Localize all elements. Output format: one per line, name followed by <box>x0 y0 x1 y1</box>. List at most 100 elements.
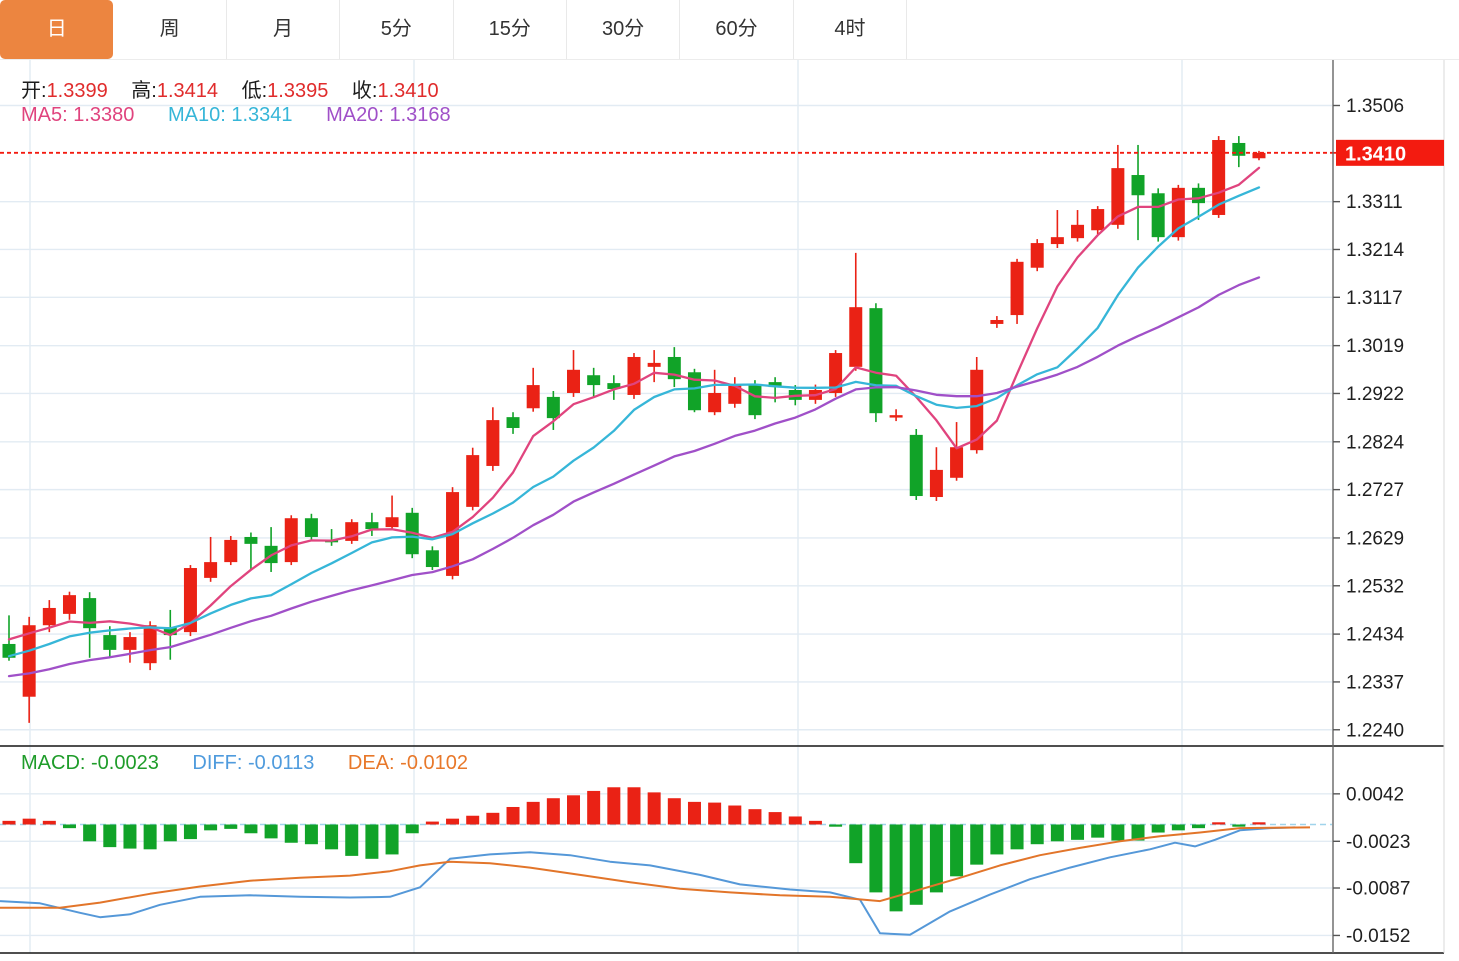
macd-histogram-bar[interactable] <box>788 816 802 825</box>
candle-body[interactable] <box>607 383 621 390</box>
macd-histogram-bar[interactable] <box>1050 824 1064 842</box>
macd-histogram-bar[interactable] <box>1191 824 1205 829</box>
macd-histogram-bar[interactable] <box>506 806 520 825</box>
macd-histogram-bar[interactable] <box>325 824 339 850</box>
macd-histogram-bar[interactable] <box>849 824 863 864</box>
macd-histogram-bar[interactable] <box>829 824 843 827</box>
candle-body[interactable] <box>284 518 298 563</box>
macd-histogram-bar[interactable] <box>2 820 16 825</box>
macd-histogram-bar[interactable] <box>204 824 218 831</box>
candle-body[interactable] <box>687 372 701 411</box>
candle-body[interactable] <box>123 637 137 650</box>
candle-body[interactable] <box>425 550 439 568</box>
macd-histogram-bar[interactable] <box>546 798 560 825</box>
macd-histogram-bar[interactable] <box>103 824 117 848</box>
candle-body[interactable] <box>244 536 258 544</box>
macd-histogram-bar[interactable] <box>808 820 822 825</box>
macd-histogram-bar[interactable] <box>425 821 439 825</box>
candle-body[interactable] <box>42 607 56 626</box>
tab-周[interactable]: 周 <box>113 0 227 59</box>
macd-histogram-bar[interactable] <box>365 824 379 859</box>
candle-body[interactable] <box>304 518 318 537</box>
candle-body[interactable] <box>587 375 601 386</box>
macd-histogram-bar[interactable] <box>183 824 197 840</box>
candle-body[interactable] <box>909 434 923 497</box>
macd-histogram-bar[interactable] <box>990 824 1004 855</box>
candle-body[interactable] <box>506 417 520 428</box>
candle-body[interactable] <box>1071 224 1085 239</box>
tab-5分[interactable]: 5分 <box>340 0 454 59</box>
candle-body[interactable] <box>486 420 500 466</box>
candle-body[interactable] <box>889 415 903 418</box>
macd-histogram-bar[interactable] <box>970 824 984 865</box>
macd-histogram-bar[interactable] <box>1010 824 1024 850</box>
macd-histogram-bar[interactable] <box>83 824 97 842</box>
macd-histogram-bar[interactable] <box>627 787 641 825</box>
candle-body[interactable] <box>546 396 560 419</box>
candle-body[interactable] <box>929 469 943 498</box>
candle-body[interactable] <box>748 385 762 416</box>
candle-body[interactable] <box>143 625 157 664</box>
candle-body[interactable] <box>567 369 581 393</box>
macd-histogram-bar[interactable] <box>486 812 500 825</box>
candle-body[interactable] <box>204 562 218 578</box>
candle-body[interactable] <box>1131 175 1145 196</box>
macd-histogram-bar[interactable] <box>1030 824 1044 845</box>
macd-histogram-bar[interactable] <box>667 798 681 825</box>
macd-histogram-bar[interactable] <box>1171 824 1185 831</box>
macd-histogram-bar[interactable] <box>929 824 943 893</box>
macd-histogram-bar[interactable] <box>264 824 278 839</box>
macd-histogram-bar[interactable] <box>768 812 782 825</box>
macd-histogram-bar[interactable] <box>567 795 581 825</box>
candle-body[interactable] <box>768 382 782 388</box>
candle-body[interactable] <box>385 517 399 528</box>
candle-body[interactable] <box>1091 209 1105 231</box>
candle-body[interactable] <box>950 447 964 478</box>
macd-histogram-bar[interactable] <box>123 824 137 849</box>
candle-body[interactable] <box>526 385 540 409</box>
macd-histogram-bar[interactable] <box>587 790 601 825</box>
candle-body[interactable] <box>627 356 641 395</box>
candle-body[interactable] <box>22 625 36 697</box>
candle-body[interactable] <box>103 635 117 650</box>
tab-日[interactable]: 日 <box>0 0 114 59</box>
candle-body[interactable] <box>647 362 661 367</box>
macd-histogram-bar[interactable] <box>687 801 701 825</box>
candle-body[interactable] <box>1212 140 1226 215</box>
candle-body[interactable] <box>365 522 379 530</box>
macd-histogram-bar[interactable] <box>244 824 258 834</box>
tab-30分[interactable]: 30分 <box>567 0 681 59</box>
candle-body[interactable] <box>1111 168 1125 225</box>
macd-histogram-bar[interactable] <box>345 824 359 856</box>
macd-histogram-bar[interactable] <box>1212 822 1226 825</box>
macd-histogram-bar[interactable] <box>869 824 883 893</box>
candle-body[interactable] <box>829 353 843 393</box>
candle-body[interactable] <box>728 384 742 404</box>
macd-histogram-bar[interactable] <box>1151 824 1165 833</box>
macd-histogram-bar[interactable] <box>950 824 964 877</box>
macd-histogram-bar[interactable] <box>1232 824 1246 827</box>
macd-histogram-bar[interactable] <box>708 802 722 825</box>
tab-月[interactable]: 月 <box>227 0 341 59</box>
macd-histogram-bar[interactable] <box>22 818 36 825</box>
candle-body[interactable] <box>990 319 1004 324</box>
macd-histogram-bar[interactable] <box>446 818 460 825</box>
candle-body[interactable] <box>1151 193 1165 238</box>
macd-histogram-bar[interactable] <box>42 820 56 825</box>
tab-4时[interactable]: 4时 <box>794 0 908 59</box>
candle-body[interactable] <box>183 568 197 633</box>
macd-histogram-bar[interactable] <box>647 792 661 825</box>
candle-body[interactable] <box>163 627 177 636</box>
candle-body[interactable] <box>1030 243 1044 268</box>
macd-histogram-bar[interactable] <box>62 824 76 829</box>
macd-histogram-bar[interactable] <box>1111 824 1125 841</box>
candle-body[interactable] <box>1252 152 1266 159</box>
macd-histogram-bar[interactable] <box>889 824 903 912</box>
macd-histogram-bar[interactable] <box>304 824 318 845</box>
macd-histogram-bar[interactable] <box>385 824 399 855</box>
candle-body[interactable] <box>224 539 238 563</box>
candle-body[interactable] <box>849 307 863 367</box>
candle-body[interactable] <box>970 369 984 451</box>
macd-histogram-bar[interactable] <box>466 815 480 825</box>
candle-body[interactable] <box>1050 237 1064 245</box>
